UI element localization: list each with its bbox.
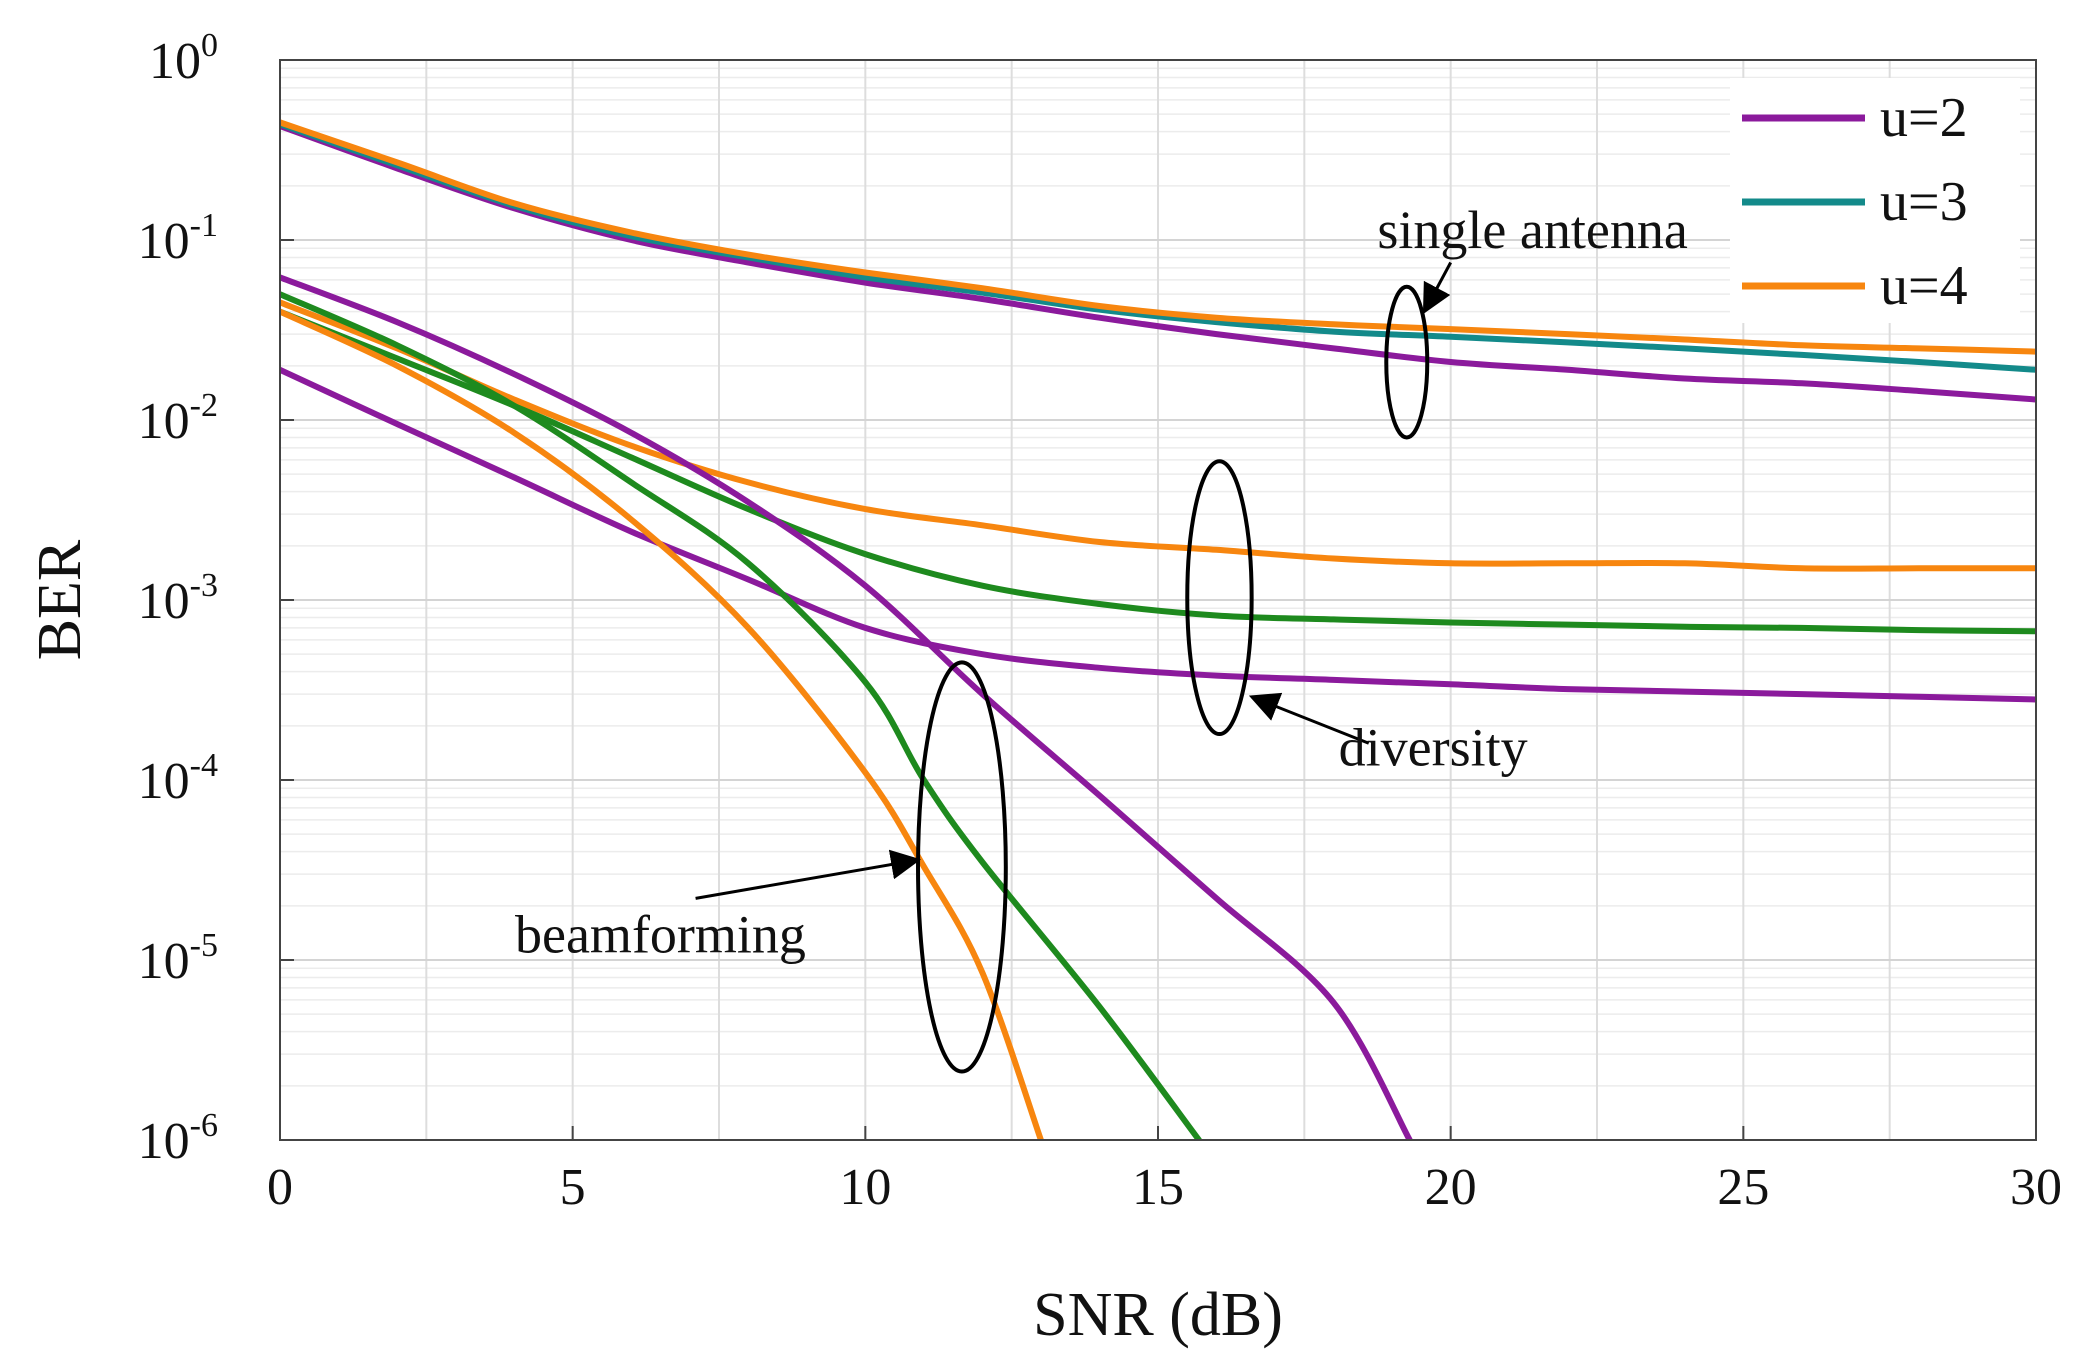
x-tick-label: 20 — [1425, 1159, 1477, 1216]
x-axis-title: SNR (dB) — [1033, 1281, 1283, 1349]
curves — [280, 119, 2036, 1140]
y-tick-exponent: -1 — [190, 207, 218, 244]
diversity-arrow — [1248, 692, 1370, 745]
x-tick-label: 0 — [267, 1159, 293, 1216]
y-tick-exponent: -2 — [190, 387, 218, 424]
beamforming-u2-curve — [280, 274, 1413, 1140]
annotations: single antenna diversity beamforming — [515, 200, 1688, 1074]
y-tick-label: 10-4 — [138, 747, 218, 810]
single-antenna-arrow — [1422, 261, 1452, 315]
x-tick-label: 25 — [1717, 1159, 1769, 1216]
diversity-u3-curve — [280, 308, 2036, 635]
x-tick-label: 30 — [2010, 1159, 2062, 1216]
diversity-ellipse — [1185, 459, 1254, 737]
beamforming-u3-curve — [280, 291, 1202, 1140]
x-tick-label: 5 — [560, 1159, 586, 1216]
single-antenna-u4-curve — [280, 119, 2036, 355]
diversity-u4-curve — [280, 299, 2036, 572]
legend-label: u=4 — [1880, 255, 1968, 317]
y-tick-exponent: 0 — [201, 27, 218, 64]
y-tick-exponent: -6 — [190, 1107, 218, 1144]
beamforming-label: beamforming — [515, 905, 806, 965]
x-tick-label: 15 — [1132, 1159, 1184, 1216]
legend: u=2 u=3 u=4 — [1730, 78, 2020, 323]
y-tick-exponent: -4 — [190, 747, 218, 784]
beamforming-arrow — [695, 849, 921, 900]
beamforming-u4-curve — [280, 308, 1044, 1140]
x-axis-ticks: 0 5 10 15 20 25 30 — [267, 1126, 2062, 1216]
y-axis-title: BER — [26, 539, 94, 660]
diversity-u2-curve — [280, 366, 2036, 703]
legend-label: u=2 — [1880, 87, 1968, 149]
y-tick-exponent: -5 — [190, 927, 218, 964]
x-tick-label: 10 — [839, 1159, 891, 1216]
legend-label: u=3 — [1880, 171, 1968, 233]
single-antenna-ellipse — [1384, 284, 1430, 440]
y-tick-exponent: -3 — [190, 567, 218, 604]
single-antenna-label: single antenna — [1377, 200, 1687, 260]
diversity-label: diversity — [1339, 718, 1528, 778]
